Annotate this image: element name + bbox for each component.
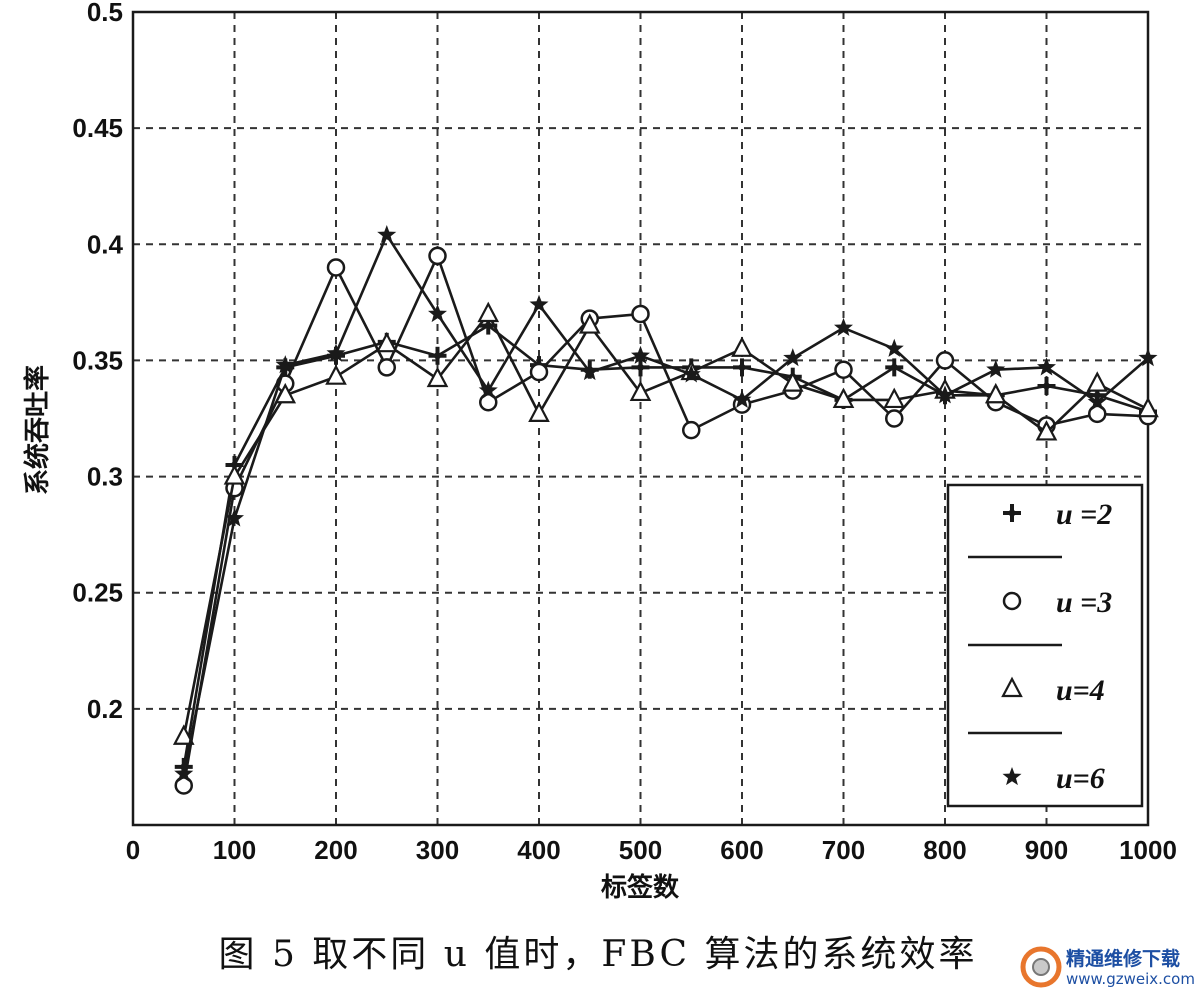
data-point-circle [326, 258, 346, 277]
y-axis-label: 系统吞吐率 [22, 365, 53, 495]
legend-label: u=4 [1056, 674, 1105, 707]
data-point-star [377, 225, 397, 244]
legend-marker-plus [1003, 504, 1021, 522]
data-point-triangle [172, 724, 195, 745]
watermark-url: www.gzweix.com [1066, 970, 1195, 988]
series-line [182, 233, 1149, 775]
data-point-circle [428, 246, 447, 266]
y-tick-label: 0.45 [72, 113, 123, 143]
data-point-circle [834, 360, 853, 379]
data-point-triangle [223, 464, 246, 485]
data-point-triangle [1137, 396, 1159, 418]
watermark: 精通维修下载 www.gzweix.com [1018, 940, 1195, 996]
figure-caption: 图 5 取不同 u 值时，FBC 算法的系统效率 [218, 934, 978, 975]
data-point-star [275, 355, 295, 374]
data-point-triangle [984, 382, 1007, 404]
data-point-star [1087, 392, 1107, 411]
data-point-triangle [883, 387, 906, 409]
data-point-triangle [781, 371, 804, 392]
data-point-star [174, 763, 194, 782]
data-point-triangle [375, 331, 398, 353]
x-axis-label: 标签数 [601, 872, 680, 903]
y-tick-label: 0.2 [87, 694, 123, 724]
y-tick-label: 0.4 [87, 229, 124, 259]
data-point-triangle [578, 313, 601, 334]
data-point-triangle [629, 380, 652, 402]
data-point-circle [631, 304, 650, 324]
x-tick-label: 500 [619, 835, 662, 865]
data-point-plus [631, 358, 650, 377]
data-point-star [529, 294, 549, 313]
data-point-triangle [832, 387, 855, 409]
data-point-star [732, 389, 752, 408]
watermark-logo-icon [1020, 946, 1062, 988]
data-point-circle [1088, 404, 1107, 424]
x-axis: 0 100 200 300 400 500 600 700 800 900 1000 [126, 835, 1177, 865]
data-point-star [428, 304, 447, 323]
data-point-plus [428, 346, 447, 365]
data-point-triangle [1086, 371, 1109, 392]
data-point-circle [479, 392, 498, 412]
data-point-star [986, 359, 1006, 378]
watermark-name: 精通维修下载 [1066, 948, 1181, 970]
series-circle [174, 246, 1158, 795]
data-point-star [225, 508, 244, 527]
data-point-plus [733, 358, 751, 377]
line-chart: 0 100 200 300 400 500 600 700 800 900 1000 0.2 0.25… [22, 0, 1177, 903]
data-point-triangle [731, 336, 753, 357]
data-point-triangle [477, 301, 500, 323]
x-tick-label: 1000 [1119, 835, 1177, 865]
data-point-plus [885, 358, 904, 377]
data-point-triangle [274, 382, 297, 404]
x-tick-label: 0 [126, 835, 140, 865]
data-point-triangle [426, 366, 449, 388]
data-point-star [884, 338, 904, 357]
y-tick-label: 0.25 [72, 578, 123, 608]
data-point-star [935, 385, 955, 404]
x-tick-label: 600 [720, 835, 763, 865]
data-point-star [326, 343, 346, 362]
series-triangle [172, 301, 1159, 745]
x-tick-label: 900 [1025, 835, 1068, 865]
data-point-star [580, 362, 600, 381]
x-tick-label: 800 [923, 835, 966, 865]
data-point-circle [529, 362, 549, 382]
data-point-star [783, 348, 803, 367]
series-line [182, 312, 1149, 737]
data-point-triangle [1035, 420, 1058, 441]
data-point-circle [174, 776, 193, 795]
data-point-plus [1037, 376, 1056, 395]
x-tick-label: 700 [822, 835, 865, 865]
data-point-circle [935, 351, 955, 370]
y-axis: 0.2 0.25 0.3 0.35 0.4 0.45 0.5 [72, 0, 123, 724]
series-layer [172, 225, 1159, 795]
data-point-triangle [528, 401, 550, 422]
data-point-triangle [325, 364, 347, 385]
legend-label: u =3 [1056, 586, 1112, 619]
x-tick-label: 400 [517, 835, 560, 865]
series-star [174, 225, 1158, 782]
data-point-circle [377, 358, 396, 377]
x-tick-label: 300 [416, 835, 459, 865]
data-point-star [1037, 357, 1056, 376]
legend-marker-circle [1002, 591, 1022, 611]
y-tick-label: 0.5 [87, 0, 123, 27]
legend-marker-triangle [1001, 676, 1023, 698]
data-point-star [631, 345, 650, 364]
data-point-star [1138, 348, 1158, 367]
x-tick-label: 200 [314, 835, 357, 865]
y-tick-label: 0.3 [87, 462, 123, 492]
data-point-star [834, 317, 853, 336]
legend-label: u =2 [1056, 498, 1112, 531]
data-point-circle [682, 420, 701, 440]
x-tick-label: 100 [213, 835, 256, 865]
legend-label: u=6 [1056, 762, 1105, 795]
data-point-star [478, 380, 498, 399]
data-point-star [681, 364, 701, 383]
data-point-circle [885, 409, 904, 428]
y-tick-label: 0.35 [72, 345, 123, 375]
legend: u =2 u =3 u=4 u=6 [946, 483, 1144, 808]
legend-marker-star [1002, 767, 1022, 786]
